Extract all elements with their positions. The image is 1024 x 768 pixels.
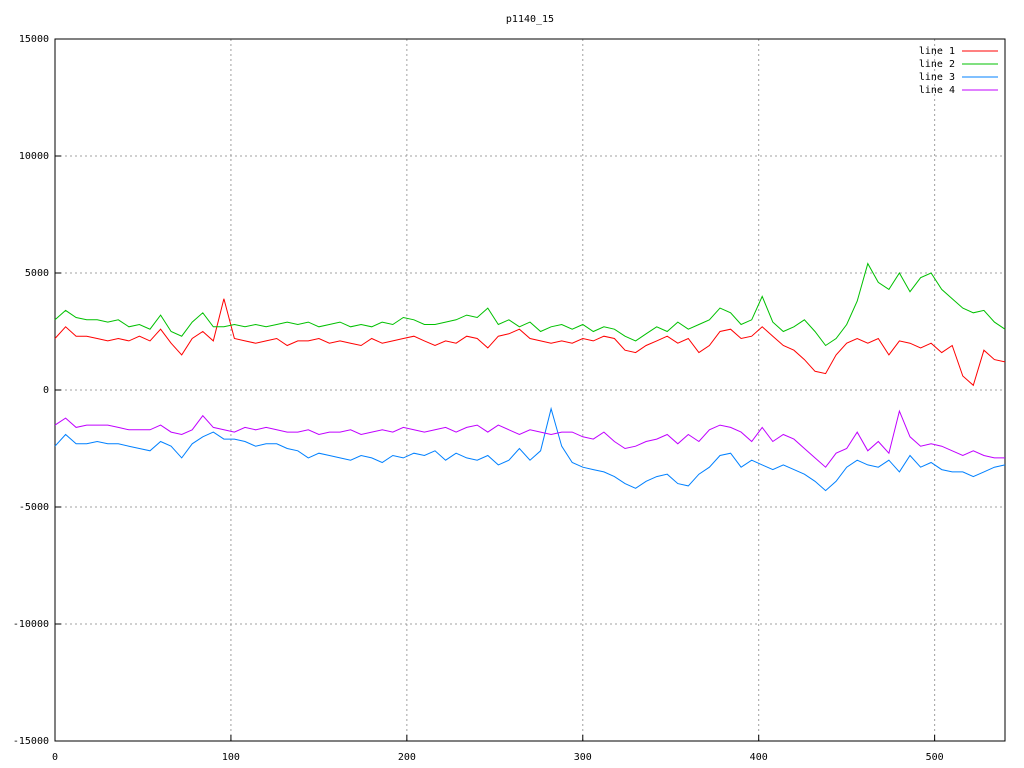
legend-label: line 3 <box>919 72 955 83</box>
x-tick-label: 0 <box>52 752 58 763</box>
y-tick-label: 15000 <box>19 34 49 45</box>
x-tick-label: 400 <box>750 752 768 763</box>
y-tick-label: 0 <box>43 385 49 396</box>
plot-frame <box>54 38 1006 742</box>
x-tick-label: 500 <box>926 752 944 763</box>
legend-label: line 4 <box>919 85 955 96</box>
line-series <box>54 409 1005 468</box>
line-series <box>54 298 1006 387</box>
legend-label: line 1 <box>919 46 955 57</box>
y-tick-label: -10000 <box>13 619 49 630</box>
y-tick-label: -5000 <box>19 502 49 513</box>
y-tick-label: 5000 <box>25 268 49 279</box>
line-series <box>54 262 1006 347</box>
x-tick-label: 300 <box>574 752 592 763</box>
legend-label: line 2 <box>919 59 955 70</box>
x-tick-label: 100 <box>222 752 240 763</box>
line-series <box>54 406 1006 492</box>
x-tick-label: 200 <box>398 752 416 763</box>
chart-title: p1140_15 <box>506 14 554 25</box>
y-tick-label: 10000 <box>19 151 49 162</box>
y-tick-label: -15000 <box>13 736 49 747</box>
